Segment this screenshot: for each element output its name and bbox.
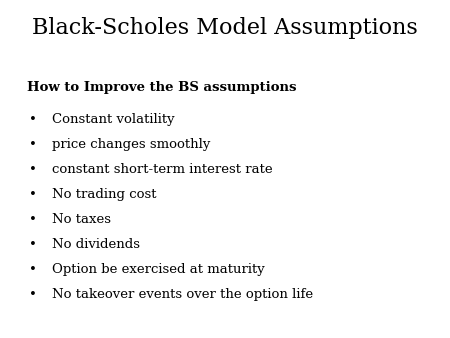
Text: Black-Scholes Model Assumptions: Black-Scholes Model Assumptions <box>32 17 418 39</box>
Text: •: • <box>29 113 37 126</box>
Text: No takeover events over the option life: No takeover events over the option life <box>52 288 313 301</box>
Text: •: • <box>29 213 37 226</box>
Text: Constant volatility: Constant volatility <box>52 113 175 126</box>
Text: •: • <box>29 138 37 151</box>
Text: constant short-term interest rate: constant short-term interest rate <box>52 163 272 176</box>
Text: price changes smoothly: price changes smoothly <box>52 138 210 151</box>
Text: No dividends: No dividends <box>52 238 140 251</box>
Text: •: • <box>29 188 37 201</box>
Text: How to Improve the BS assumptions: How to Improve the BS assumptions <box>27 81 297 94</box>
Text: •: • <box>29 163 37 176</box>
Text: No trading cost: No trading cost <box>52 188 156 201</box>
Text: •: • <box>29 288 37 301</box>
Text: Option be exercised at maturity: Option be exercised at maturity <box>52 263 265 276</box>
Text: •: • <box>29 238 37 251</box>
Text: •: • <box>29 263 37 276</box>
Text: No taxes: No taxes <box>52 213 111 226</box>
